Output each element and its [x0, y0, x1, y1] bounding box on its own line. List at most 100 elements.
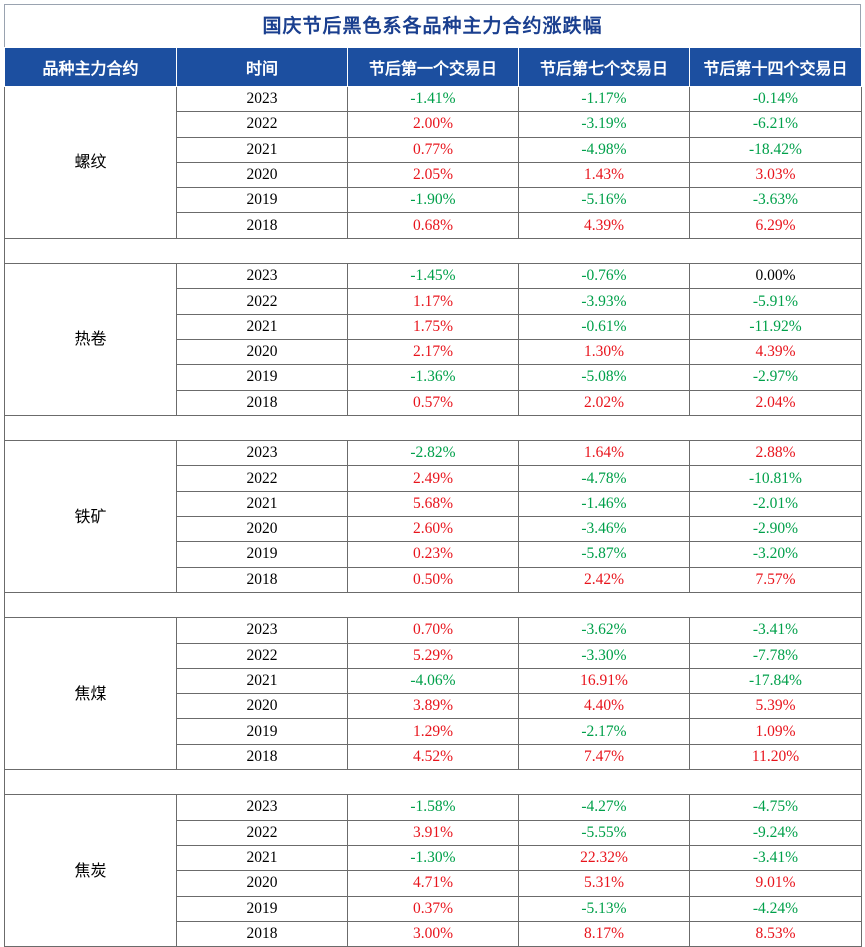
table-title: 国庆节后黑色系各品种主力合约涨跌幅 — [4, 4, 861, 47]
return-cell-d7: -0.76% — [519, 264, 690, 289]
return-cell-d1: 3.91% — [348, 820, 519, 845]
year-cell: 2020 — [177, 694, 348, 719]
year-cell: 2020 — [177, 871, 348, 896]
return-cell-d1: -1.41% — [348, 87, 519, 112]
return-cell-d7: 4.39% — [519, 213, 690, 238]
year-cell: 2018 — [177, 744, 348, 769]
table-row: 焦炭 2023 -1.58% -4.27% -4.75% — [5, 795, 862, 820]
return-cell-d7: 16.91% — [519, 668, 690, 693]
return-cell-d7: -3.93% — [519, 289, 690, 314]
header-product: 品种主力合约 — [5, 48, 177, 87]
return-cell-d1: 3.89% — [348, 694, 519, 719]
spacer-cell — [5, 592, 862, 617]
return-cell-d14: 5.39% — [690, 694, 862, 719]
year-cell: 2020 — [177, 517, 348, 542]
return-cell-d14: 1.09% — [690, 719, 862, 744]
return-cell-d1: 0.23% — [348, 542, 519, 567]
return-cell-d7: 7.47% — [519, 744, 690, 769]
return-cell-d14: -3.63% — [690, 188, 862, 213]
year-cell: 2021 — [177, 845, 348, 870]
return-cell-d14: 4.39% — [690, 339, 862, 364]
return-cell-d1: -1.90% — [348, 188, 519, 213]
return-cell-d7: 5.31% — [519, 871, 690, 896]
return-cell-d1: 0.57% — [348, 390, 519, 415]
year-cell: 2019 — [177, 188, 348, 213]
return-cell-d1: -1.45% — [348, 264, 519, 289]
return-cell-d1: -1.58% — [348, 795, 519, 820]
return-cell-d14: -3.41% — [690, 618, 862, 643]
spacer-cell — [5, 770, 862, 795]
return-cell-d14: 2.88% — [690, 441, 862, 466]
return-cell-d1: 5.68% — [348, 491, 519, 516]
return-cell-d1: 2.00% — [348, 112, 519, 137]
return-cell-d14: 3.03% — [690, 162, 862, 187]
header-day14: 节后第十四个交易日 — [690, 48, 862, 87]
return-cell-d7: 1.30% — [519, 339, 690, 364]
header-day1: 节后第一个交易日 — [348, 48, 519, 87]
return-cell-d1: 2.60% — [348, 517, 519, 542]
year-cell: 2020 — [177, 339, 348, 364]
return-cell-d7: -1.46% — [519, 491, 690, 516]
year-cell: 2021 — [177, 668, 348, 693]
year-cell: 2020 — [177, 162, 348, 187]
return-cell-d1: 0.50% — [348, 567, 519, 592]
return-cell-d14: -11.92% — [690, 314, 862, 339]
return-cell-d7: -4.27% — [519, 795, 690, 820]
return-cell-d14: 6.29% — [690, 213, 862, 238]
return-cell-d7: -1.17% — [519, 87, 690, 112]
return-cell-d14: -10.81% — [690, 466, 862, 491]
return-cell-d14: 8.53% — [690, 921, 862, 946]
return-cell-d14: -4.75% — [690, 795, 862, 820]
table-row: 热卷 2023 -1.45% -0.76% 0.00% — [5, 264, 862, 289]
return-cell-d7: -5.13% — [519, 896, 690, 921]
group-spacer-row — [5, 415, 862, 440]
return-cell-d1: -1.36% — [348, 365, 519, 390]
return-cell-d1: -1.30% — [348, 845, 519, 870]
header-day7: 节后第七个交易日 — [519, 48, 690, 87]
year-cell: 2018 — [177, 390, 348, 415]
table-body: 螺纹 2023 -1.41% -1.17% -0.14% 2022 2.00% -3.19% -… — [5, 87, 862, 947]
return-cell-d1: 3.00% — [348, 921, 519, 946]
return-cell-d1: 0.77% — [348, 137, 519, 162]
spacer-cell — [5, 415, 862, 440]
return-cell-d14: 0.00% — [690, 264, 862, 289]
year-cell: 2023 — [177, 618, 348, 643]
year-cell: 2018 — [177, 567, 348, 592]
return-cell-d14: -17.84% — [690, 668, 862, 693]
return-cell-d14: -9.24% — [690, 820, 862, 845]
return-cell-d14: -4.24% — [690, 896, 862, 921]
year-cell: 2019 — [177, 365, 348, 390]
product-cell: 螺纹 — [5, 87, 177, 239]
return-cell-d7: -4.78% — [519, 466, 690, 491]
return-cell-d7: -5.55% — [519, 820, 690, 845]
year-cell: 2021 — [177, 314, 348, 339]
year-cell: 2019 — [177, 896, 348, 921]
return-cell-d14: -18.42% — [690, 137, 862, 162]
return-cell-d1: 0.37% — [348, 896, 519, 921]
return-cell-d1: -2.82% — [348, 441, 519, 466]
year-cell: 2019 — [177, 542, 348, 567]
group-spacer-row — [5, 770, 862, 795]
year-cell: 2021 — [177, 137, 348, 162]
year-cell: 2023 — [177, 264, 348, 289]
return-cell-d7: 1.43% — [519, 162, 690, 187]
year-cell: 2022 — [177, 643, 348, 668]
return-cell-d7: -2.17% — [519, 719, 690, 744]
return-cell-d7: 22.32% — [519, 845, 690, 870]
return-cell-d1: 1.75% — [348, 314, 519, 339]
return-cell-d7: -3.30% — [519, 643, 690, 668]
year-cell: 2023 — [177, 441, 348, 466]
product-cell: 热卷 — [5, 264, 177, 416]
return-cell-d14: -2.01% — [690, 491, 862, 516]
year-cell: 2023 — [177, 87, 348, 112]
return-cell-d14: 11.20% — [690, 744, 862, 769]
return-cell-d7: 8.17% — [519, 921, 690, 946]
return-cell-d7: 1.64% — [519, 441, 690, 466]
product-cell: 铁矿 — [5, 441, 177, 593]
return-cell-d7: 2.42% — [519, 567, 690, 592]
return-cell-d1: 1.17% — [348, 289, 519, 314]
year-cell: 2023 — [177, 795, 348, 820]
group-spacer-row — [5, 592, 862, 617]
return-cell-d7: -3.19% — [519, 112, 690, 137]
year-cell: 2022 — [177, 289, 348, 314]
